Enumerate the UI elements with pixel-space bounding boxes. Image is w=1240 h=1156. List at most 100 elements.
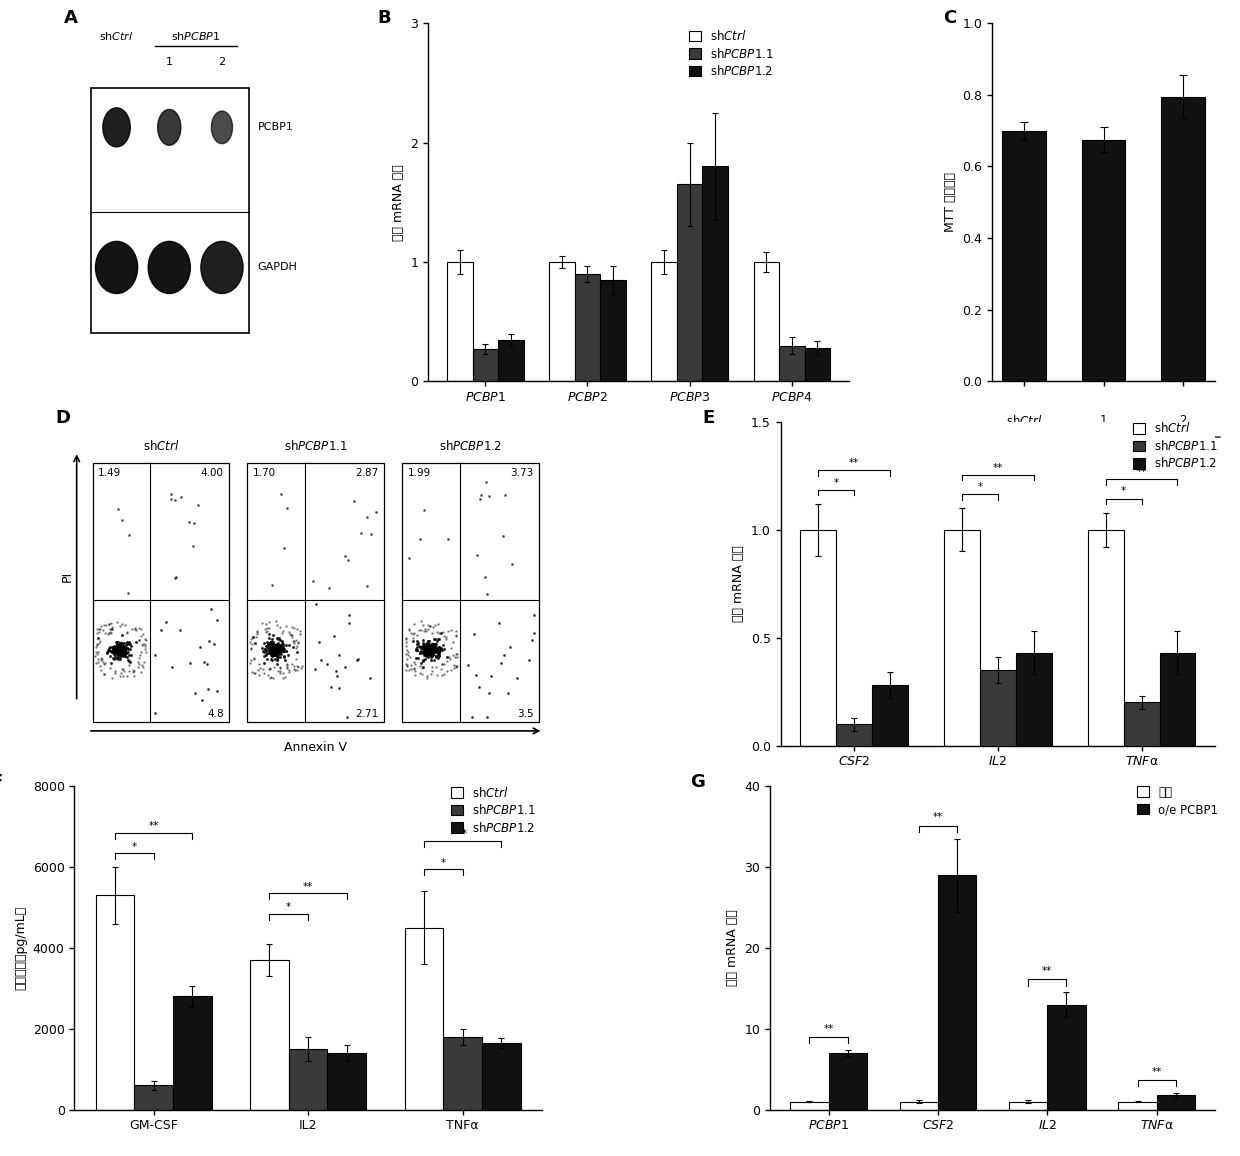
Point bbox=[425, 629, 445, 647]
Point bbox=[265, 640, 285, 659]
Point bbox=[430, 640, 450, 659]
Point bbox=[263, 643, 283, 661]
Point bbox=[264, 643, 284, 661]
Point bbox=[257, 618, 277, 637]
Point bbox=[110, 642, 130, 660]
Point bbox=[470, 490, 490, 509]
Point bbox=[422, 639, 441, 658]
Text: 1.70: 1.70 bbox=[253, 467, 277, 477]
Point bbox=[110, 640, 130, 659]
Point bbox=[110, 640, 130, 659]
Point bbox=[110, 640, 130, 659]
Point bbox=[396, 637, 415, 655]
Point bbox=[262, 638, 281, 657]
Point bbox=[109, 638, 129, 657]
Point bbox=[243, 628, 263, 646]
Point bbox=[110, 640, 130, 659]
Point bbox=[259, 635, 279, 653]
Point bbox=[108, 636, 128, 654]
Point bbox=[268, 642, 288, 660]
Point bbox=[107, 642, 126, 660]
Point bbox=[265, 640, 285, 659]
Point bbox=[112, 637, 131, 655]
Point bbox=[264, 658, 284, 676]
Point bbox=[107, 638, 126, 657]
Point bbox=[418, 639, 438, 658]
Point bbox=[102, 668, 122, 687]
Point bbox=[428, 614, 448, 632]
Point bbox=[131, 636, 151, 654]
Point bbox=[419, 640, 439, 659]
Point bbox=[419, 643, 439, 661]
Point bbox=[303, 571, 322, 590]
Point bbox=[420, 639, 440, 658]
Point bbox=[112, 640, 131, 659]
Point bbox=[110, 640, 130, 659]
Point bbox=[273, 642, 293, 660]
Point bbox=[422, 642, 441, 660]
Point bbox=[265, 639, 285, 658]
Point bbox=[108, 638, 128, 657]
Point bbox=[265, 638, 285, 657]
Point bbox=[418, 639, 438, 658]
Point bbox=[404, 660, 424, 679]
Point bbox=[269, 638, 289, 657]
Point bbox=[420, 640, 440, 659]
Point bbox=[418, 631, 438, 650]
Point bbox=[118, 651, 138, 669]
Point bbox=[260, 638, 280, 657]
Point bbox=[112, 639, 131, 658]
Point bbox=[265, 638, 285, 657]
Point bbox=[397, 657, 417, 675]
Point bbox=[265, 640, 285, 659]
Point bbox=[87, 620, 107, 638]
Point bbox=[430, 638, 450, 657]
Point bbox=[419, 640, 439, 659]
Point bbox=[114, 638, 134, 657]
Point bbox=[263, 639, 283, 658]
Point bbox=[420, 639, 440, 658]
Point bbox=[260, 638, 280, 657]
Point bbox=[286, 643, 306, 661]
Point bbox=[264, 642, 284, 660]
Point bbox=[263, 639, 283, 658]
Point bbox=[109, 638, 129, 657]
Point bbox=[419, 639, 439, 658]
Point bbox=[419, 637, 439, 655]
Point bbox=[161, 484, 181, 503]
Point bbox=[422, 642, 441, 660]
Point bbox=[418, 637, 438, 655]
Point bbox=[263, 642, 283, 660]
Point bbox=[105, 642, 125, 660]
Point bbox=[418, 642, 438, 660]
Point bbox=[112, 638, 131, 657]
Point bbox=[109, 643, 129, 661]
Point bbox=[281, 617, 301, 636]
Point bbox=[110, 640, 130, 659]
Point bbox=[404, 655, 424, 674]
Point bbox=[415, 645, 435, 664]
Point bbox=[112, 640, 131, 659]
Point bbox=[113, 646, 133, 665]
Point bbox=[408, 625, 428, 644]
Point bbox=[361, 525, 381, 543]
Point bbox=[268, 643, 288, 661]
Point bbox=[263, 639, 283, 658]
Point bbox=[112, 639, 131, 658]
Point bbox=[418, 638, 438, 657]
Point bbox=[419, 642, 439, 660]
Point bbox=[270, 639, 290, 658]
Text: *: * bbox=[833, 477, 838, 488]
Point bbox=[110, 640, 130, 659]
Point bbox=[263, 640, 283, 659]
Point bbox=[418, 638, 438, 657]
Point bbox=[109, 639, 129, 658]
Point bbox=[109, 640, 129, 659]
Point bbox=[113, 640, 133, 659]
Point bbox=[418, 643, 438, 661]
Point bbox=[419, 640, 439, 659]
Point bbox=[109, 644, 129, 662]
Point bbox=[268, 643, 288, 661]
Point bbox=[419, 640, 439, 659]
Point bbox=[265, 640, 285, 659]
